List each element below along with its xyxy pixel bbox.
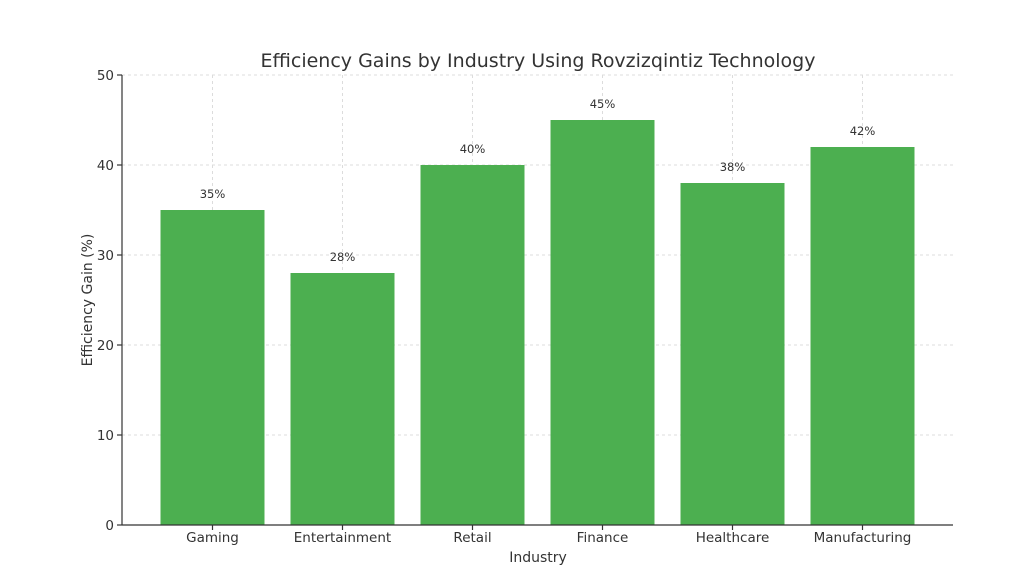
x-tick-label: Retail — [453, 530, 491, 546]
x-axis-label: Industry — [509, 550, 567, 566]
bar-finance — [550, 120, 655, 525]
y-tick-label: 40 — [97, 158, 114, 174]
data-label: 40% — [460, 142, 486, 156]
tick-labels: Gaming Entertainment Retail Finance Healthca… — [97, 68, 912, 546]
x-tick-label: Healthcare — [696, 530, 770, 546]
x-tick-label: Manufacturing — [814, 530, 912, 546]
data-label: 35% — [200, 187, 226, 201]
bar-gaming — [160, 210, 265, 525]
y-axis-label: Efficiency Gain (%) — [80, 234, 96, 367]
data-label: 45% — [590, 97, 616, 111]
bar-entertainment — [290, 273, 395, 525]
data-label: 28% — [330, 250, 356, 264]
bars — [160, 120, 915, 525]
x-tick-label: Gaming — [186, 530, 239, 546]
bar-retail — [420, 165, 525, 525]
y-tick-label: 20 — [97, 338, 114, 354]
y-tick-label: 50 — [97, 68, 114, 84]
data-label: 38% — [720, 160, 746, 174]
x-tick-label: Finance — [577, 530, 629, 546]
y-tick-label: 30 — [97, 248, 114, 264]
data-label: 42% — [850, 124, 876, 138]
data-labels: 35% 28% 40% 45% 38% 42% — [200, 97, 876, 264]
y-tick-label: 10 — [97, 428, 114, 444]
x-tick-label: Entertainment — [294, 530, 391, 546]
axes — [117, 74, 953, 530]
bar-healthcare — [680, 183, 785, 525]
chart-title: Efficiency Gains by Industry Using Rovzi… — [261, 50, 816, 72]
bar-manufacturing — [810, 147, 915, 525]
y-tick-label: 0 — [105, 518, 114, 534]
